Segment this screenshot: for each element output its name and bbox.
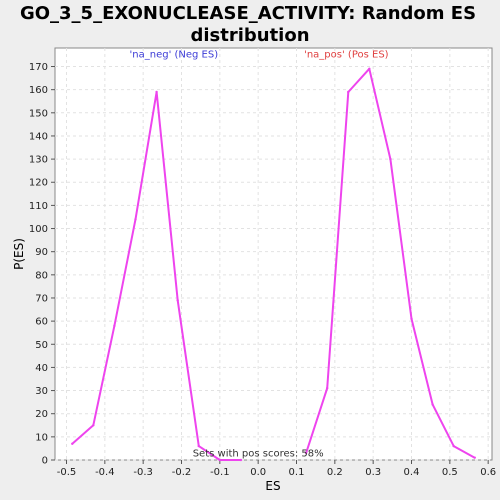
y-tick-label: 60 [35, 317, 48, 328]
x-tick-label: -0.1 [210, 467, 230, 478]
series-point [71, 442, 74, 445]
y-tick-label: 20 [35, 409, 48, 420]
series-point [155, 90, 158, 94]
y-tick-label: 30 [35, 386, 48, 397]
y-tick-label: 140 [29, 131, 48, 142]
series-point [239, 458, 243, 462]
series-point [473, 456, 476, 459]
y-tick-label: 120 [29, 178, 48, 189]
plot-area [54, 47, 493, 461]
y-tick-label: 0 [42, 456, 48, 467]
series-point [92, 424, 95, 427]
series-lines [71, 67, 476, 462]
y-tick-label: 70 [35, 293, 48, 304]
y-tick-label: 160 [29, 85, 48, 96]
y-tick-label: 90 [35, 247, 48, 258]
chart-title-line-1: GO_3_5_EXONUCLEASE_ACTIVITY: Random ES [20, 3, 476, 24]
x-tick-label: -0.5 [57, 467, 77, 478]
x-axis-label: ES [265, 479, 280, 493]
series-point [431, 403, 434, 406]
y-tick-label: 50 [35, 340, 48, 351]
grid-lines [55, 48, 492, 461]
series-point [134, 218, 137, 221]
y-tick-label: 110 [29, 201, 48, 212]
x-tick-label: -0.4 [95, 467, 115, 478]
x-tick-label: 0.0 [250, 467, 266, 478]
x-tick-label: -0.2 [172, 467, 192, 478]
y-tick-label: 40 [35, 363, 48, 374]
chart-annotation: Sets with pos scores: 58% [193, 449, 324, 460]
y-tick-label: 170 [29, 62, 48, 73]
series-point [176, 299, 179, 302]
series-point [197, 444, 200, 448]
chart-annotation: 'na_neg' (Neg ES) [130, 49, 219, 60]
x-tick-label: 0.5 [442, 467, 458, 478]
x-tick-label: 0.6 [480, 467, 496, 478]
x-tick-label: 0.4 [404, 467, 420, 478]
series-point [347, 90, 350, 94]
y-tick-label: 80 [35, 270, 48, 281]
series-point [218, 458, 222, 462]
annotations: 'na_neg' (Neg ES) 'na_pos' (Pos ES) Sets w… [130, 49, 389, 459]
x-tick-label: -0.3 [133, 467, 153, 478]
axes: 0 10 20 30 40 50 60 70 80 90 100 110 120 130 140 150 160… [29, 62, 496, 478]
chart-title-line-2: distribution [190, 25, 309, 46]
y-tick-label: 100 [29, 224, 48, 235]
x-tick-label: 0.2 [327, 467, 343, 478]
series-point [452, 444, 455, 448]
series-point [304, 451, 308, 455]
chart-annotation: 'na_pos' (Pos ES) [304, 49, 389, 60]
y-tick-label: 10 [35, 432, 48, 443]
x-tick-label: 0.1 [289, 467, 305, 478]
x-tick-label: 0.3 [365, 467, 381, 478]
series-point [410, 317, 413, 321]
y-tick-label: 150 [29, 108, 48, 119]
series-point [368, 67, 371, 71]
y-axis-label: P(ES) [12, 238, 26, 270]
series-point [113, 324, 116, 327]
series-point [389, 157, 392, 161]
series-point [325, 387, 329, 390]
y-tick-label: 130 [29, 155, 48, 166]
